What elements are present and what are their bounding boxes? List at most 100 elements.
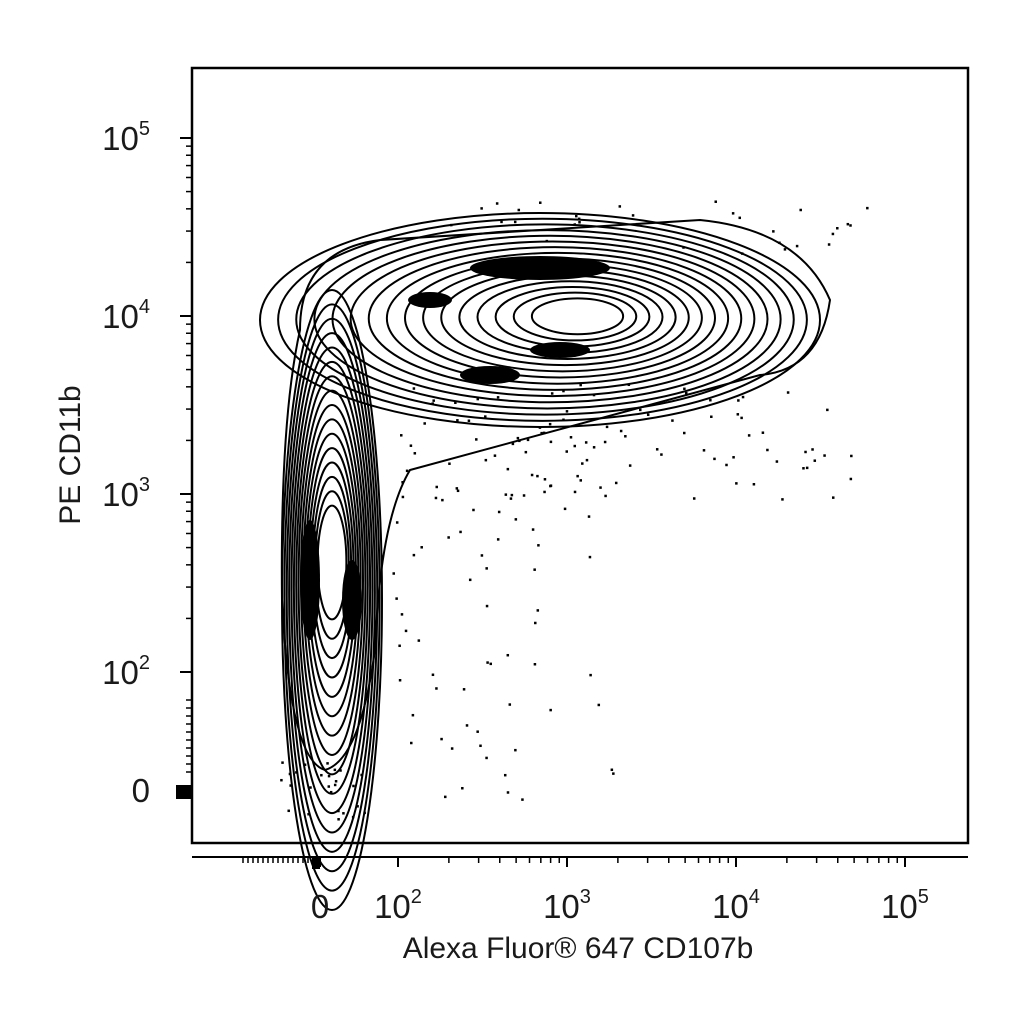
- outlier-dot: [531, 528, 535, 531]
- outlier-dot: [339, 769, 342, 772]
- outlier-dot: [778, 241, 781, 245]
- outlier-dot: [401, 495, 405, 499]
- outlier-dot: [786, 391, 790, 394]
- outlier-dot: [542, 431, 546, 435]
- outlier-dot: [465, 724, 469, 727]
- outlier-dot: [459, 530, 462, 534]
- outlier-dot: [434, 496, 438, 500]
- outlier-dot: [683, 431, 686, 435]
- outlier-dot: [448, 462, 451, 465]
- contour-lines: [259, 212, 832, 911]
- outlier-dot: [731, 212, 735, 215]
- outlier-dot: [549, 484, 552, 488]
- outlier-dot: [476, 397, 480, 401]
- outlier-dot: [514, 748, 517, 752]
- outlier-dot: [592, 446, 596, 449]
- outlier-dot: [518, 439, 521, 443]
- outlier-dot: [485, 756, 488, 760]
- outlier-dot: [514, 518, 518, 521]
- outlier-dot: [411, 713, 415, 717]
- contour-line: [367, 246, 743, 391]
- y-tick-label: 103: [102, 474, 150, 513]
- outlier-dot: [736, 413, 740, 416]
- outlier-dot: [351, 815, 355, 819]
- outlier-dot: [548, 422, 552, 426]
- outlier-dot: [441, 498, 444, 502]
- dense-core: [300, 520, 320, 640]
- outlier-dot: [735, 482, 738, 485]
- outlier-dot: [309, 786, 312, 789]
- outlier-dot: [506, 467, 510, 471]
- outlier-dot: [565, 450, 569, 453]
- outlier-dot: [766, 448, 769, 452]
- outlier-dot: [467, 419, 471, 422]
- outlier-dot: [685, 391, 688, 395]
- outlier-dot: [646, 413, 650, 416]
- outlier-dot: [334, 780, 338, 783]
- outlier-dot: [497, 510, 501, 514]
- outlier-dot: [811, 448, 814, 451]
- dense-core: [470, 256, 610, 280]
- outlier-dot: [714, 200, 717, 203]
- outlier-dot: [327, 774, 331, 778]
- outlier-dot: [363, 811, 366, 815]
- outlier-dot: [631, 214, 635, 217]
- outlier-dot: [412, 387, 416, 390]
- outlier-dot: [303, 763, 307, 766]
- outlier-dot: [484, 458, 488, 462]
- outlier-dot: [496, 538, 500, 541]
- outlier-dot: [795, 244, 799, 248]
- dense-core: [530, 342, 590, 358]
- y-axis-title: PE CD11b: [54, 385, 87, 525]
- outlier-dot: [581, 462, 584, 465]
- outlier-dot: [435, 687, 438, 690]
- outlier-dot: [500, 220, 503, 224]
- outlier-dot: [517, 208, 521, 212]
- outlier-dot: [333, 768, 337, 772]
- outlier-dot: [534, 621, 537, 625]
- contour-line: [349, 240, 756, 398]
- outlier-dot: [484, 415, 487, 418]
- outlier-dot: [597, 703, 601, 707]
- outlier-dot: [604, 494, 607, 498]
- outlier-dot: [533, 568, 536, 571]
- outlier-dot: [450, 747, 454, 750]
- outlier-dot: [337, 818, 340, 821]
- outlier-dot: [475, 380, 479, 383]
- outlier-dot: [307, 812, 310, 816]
- outlier-dot: [533, 662, 537, 666]
- outlier-dot: [813, 459, 817, 462]
- outlier-dot: [605, 425, 609, 429]
- outlier-dot: [624, 435, 627, 438]
- x-zero-tick-cluster: [312, 857, 320, 869]
- contour-line: [288, 332, 376, 853]
- outlier-dot: [805, 466, 809, 470]
- outlier-dot: [543, 490, 546, 494]
- outlier-dot: [573, 223, 577, 226]
- contour-line: [290, 346, 374, 834]
- x-tick-label: 102: [374, 886, 422, 925]
- outlier-dot: [585, 458, 589, 462]
- outlier-dot: [599, 486, 602, 489]
- outlier-dot: [575, 214, 578, 218]
- outlier-dot: [410, 741, 413, 745]
- outlier-dot: [398, 678, 402, 682]
- contour-line: [385, 251, 730, 385]
- outlier-dot: [579, 383, 582, 387]
- outlier-dot: [737, 399, 740, 402]
- outlier-dot: [530, 473, 534, 477]
- contour-line: [292, 360, 372, 815]
- outlier-dot: [456, 489, 460, 493]
- outlier-dot: [747, 434, 751, 437]
- y-tick-label: 105: [102, 118, 150, 157]
- outlier-dot: [468, 578, 472, 582]
- outlier-dot: [456, 419, 459, 422]
- outlier-dot: [526, 438, 530, 442]
- outlier-dot: [295, 771, 298, 774]
- y-axis-tick-labels: 0 102 103 104 105: [102, 118, 192, 809]
- outlier-dot: [400, 613, 404, 616]
- outlier-dot: [866, 206, 869, 210]
- outlier-dot: [849, 477, 853, 481]
- outlier-dot: [618, 205, 622, 208]
